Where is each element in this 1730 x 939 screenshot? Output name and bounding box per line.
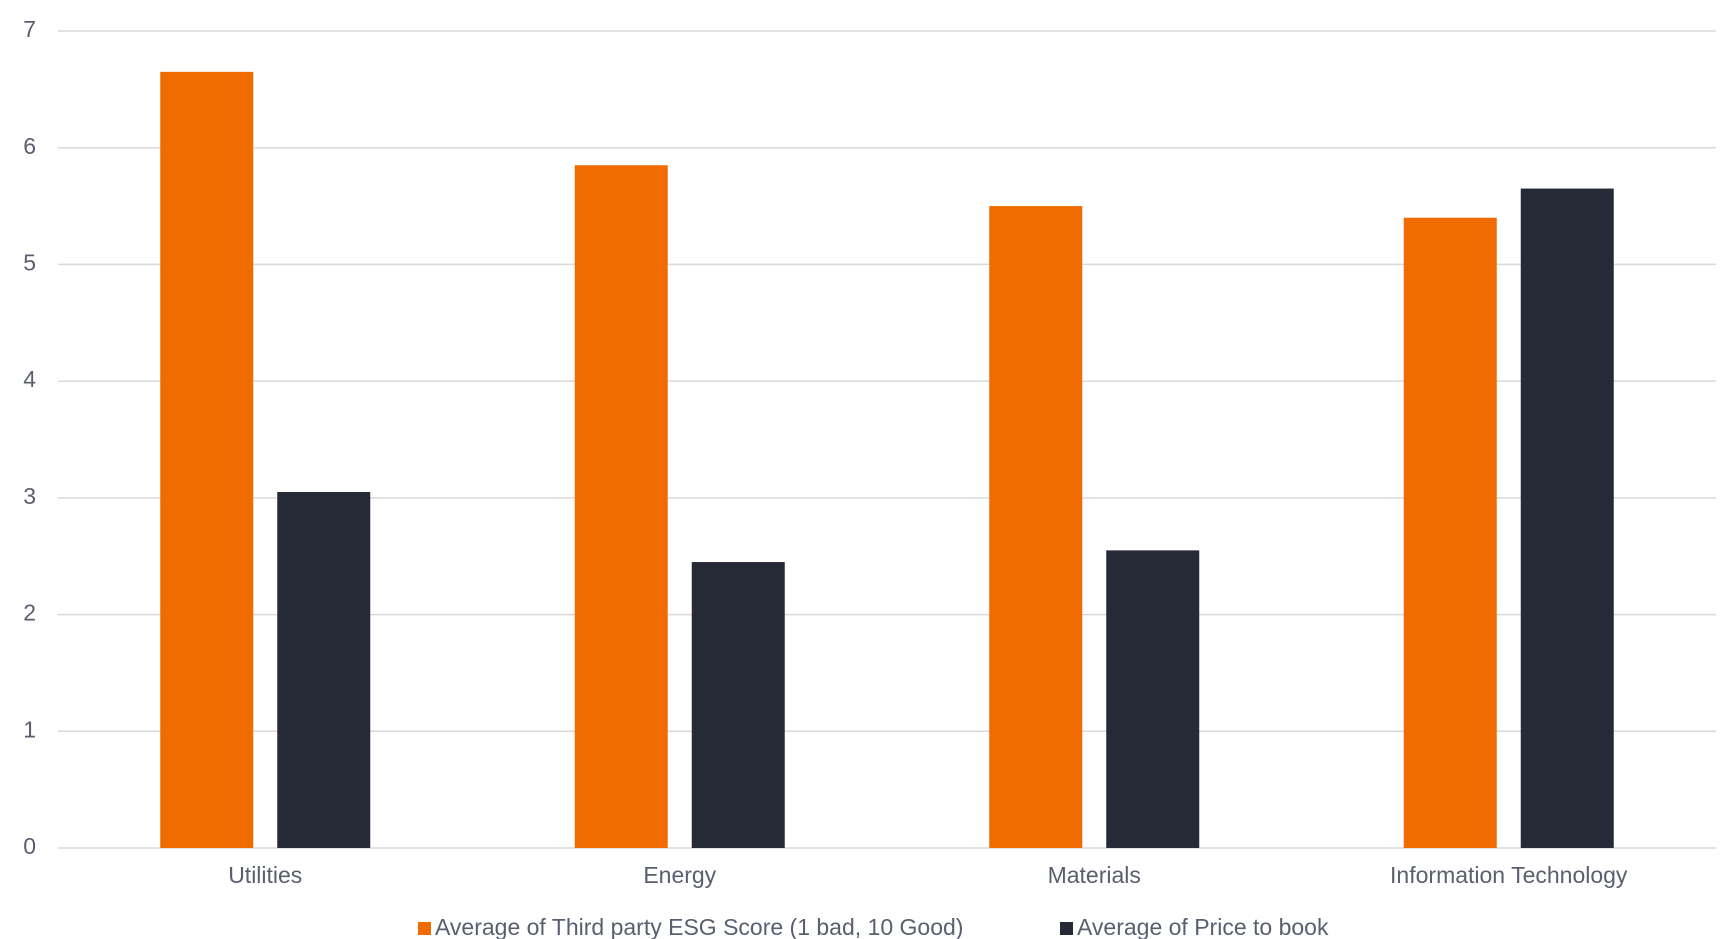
y-tick-label: 3: [23, 483, 36, 509]
bar: [160, 71, 254, 849]
y-tick-label: 0: [23, 833, 36, 859]
y-tick-label: 5: [23, 250, 36, 276]
y-tick-label: 2: [23, 600, 36, 626]
x-tick-label: Energy: [643, 862, 716, 888]
legend-label: Average of Third party ESG Score (1 bad,…: [435, 914, 963, 939]
x-tick-label: Materials: [1048, 862, 1141, 888]
y-tick-label: 6: [23, 133, 36, 159]
legend-swatch: [1060, 922, 1073, 935]
bar: [691, 562, 785, 848]
bar: [1520, 188, 1614, 849]
x-tick-label: Information Technology: [1390, 862, 1628, 888]
bar: [989, 206, 1083, 849]
bar: [574, 165, 668, 848]
bar: [1403, 217, 1497, 848]
bar: [277, 492, 371, 848]
legend-swatch: [418, 922, 431, 935]
bar: [1106, 550, 1200, 848]
y-tick-label: 7: [23, 16, 36, 42]
legend-label: Average of Price to book: [1077, 914, 1329, 939]
y-tick-label: 4: [23, 366, 36, 392]
y-tick-label: 1: [23, 716, 36, 742]
x-tick-label: Utilities: [228, 862, 302, 888]
